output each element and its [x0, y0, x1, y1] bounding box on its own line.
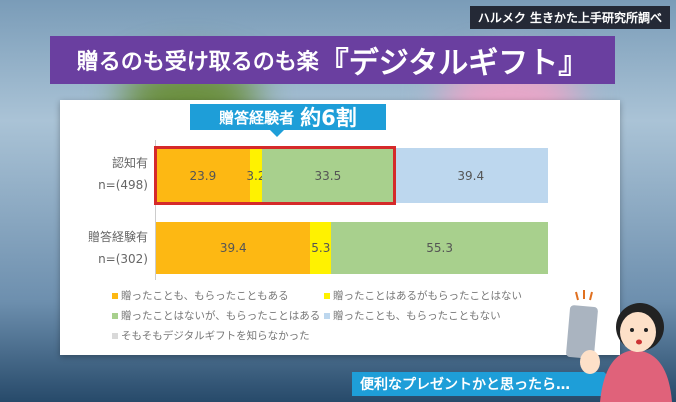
legend-item: 贈ったことも、もらったこともない: [324, 308, 544, 323]
headline: 贈るのも受け取るのも楽 『デジタルギフト』: [50, 36, 615, 84]
legend-item: 贈ったことはないが、もらったことはある: [112, 308, 324, 323]
legend-label: 贈ったことはないが、もらったことはある: [121, 310, 321, 322]
category-label: 贈答経験有 n=(302): [58, 226, 148, 270]
legend-item: 贈ったことはあるがもらったことはない: [324, 288, 544, 303]
headline-highlight: 『デジタルギフト』: [318, 46, 589, 81]
legend: 贈ったことも、もらったこともある 贈ったことはあるがもらったことはない 贈ったことは…: [112, 288, 544, 343]
legend-label: 贈ったことも、もらったこともない: [333, 310, 501, 322]
legend-swatch: [112, 333, 118, 339]
legend-label: そもそもデジタルギフトを知らなかった: [121, 330, 310, 342]
legend-label: 贈ったことも、もらったこともある: [121, 290, 289, 302]
bar-segment: 23.9: [156, 148, 250, 203]
category-n: n=(302): [98, 252, 148, 266]
callout: 贈答経験者 約6割: [190, 104, 386, 137]
headline-prefix: 贈るのも受け取るのも楽: [76, 50, 319, 75]
bar-segment: 5.3: [310, 222, 332, 274]
legend-label: 贈ったことはあるがもらったことはない: [333, 290, 522, 302]
source-label: ハルメク 生きかた上手研究所調べ: [469, 6, 670, 29]
highlight-box: [154, 146, 396, 205]
category-name: 贈答経験有: [87, 230, 148, 244]
bar-segment: 39.4: [393, 148, 548, 203]
bar-segment: 55.3: [331, 222, 548, 274]
category-n: n=(498): [98, 178, 148, 192]
legend-swatch: [324, 293, 330, 299]
callout-label: 贈答経験者: [219, 108, 295, 127]
category-axis: [155, 140, 156, 280]
bar-segment: 33.5: [262, 148, 394, 203]
legend-swatch: [112, 313, 118, 319]
legend-swatch: [324, 313, 330, 319]
legend-swatch: [112, 293, 118, 299]
category-label: 認知有 n=(498): [58, 152, 148, 196]
legend-item: そもそもデジタルギフトを知らなかった: [112, 328, 324, 343]
bar-segment: 39.4: [156, 222, 311, 274]
woman-with-phone-illustration: [566, 290, 672, 402]
bar-segment: 3.2: [246, 148, 266, 203]
legend-item: 贈ったことも、もらったこともある: [112, 288, 324, 303]
category-name: 認知有: [111, 156, 148, 170]
callout-value: 約6割: [300, 106, 357, 130]
